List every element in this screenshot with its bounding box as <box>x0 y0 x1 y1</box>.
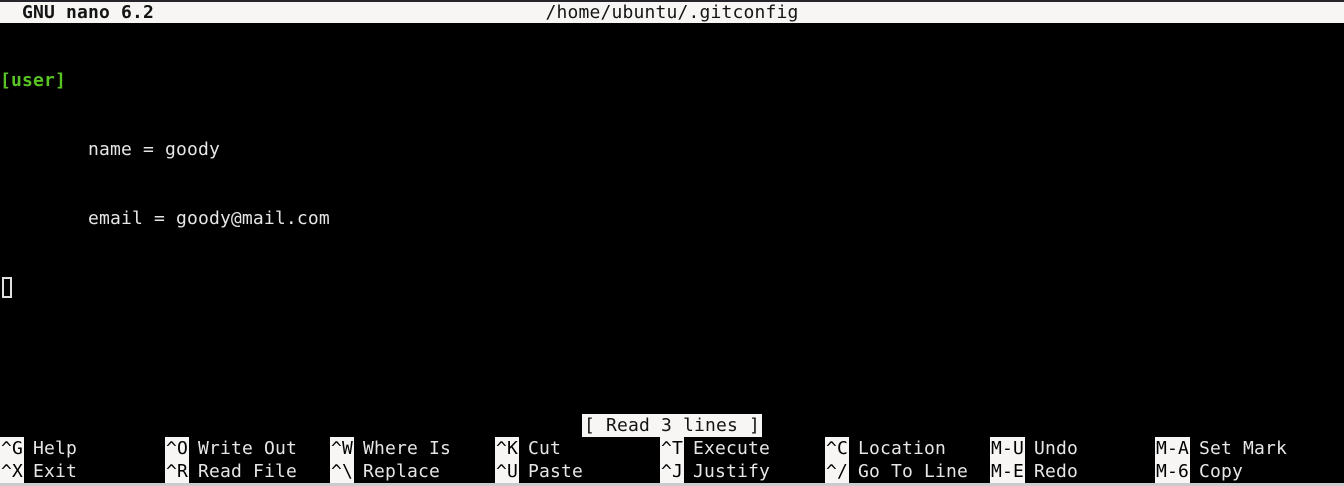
shortcut-label-exit: Exit <box>33 461 77 482</box>
shortcut-label-undo: Undo <box>1034 438 1078 459</box>
shortcut-replace[interactable]: ^\ Replace <box>330 460 495 483</box>
shortcut-justify[interactable]: ^J Justify <box>660 460 825 483</box>
editor-area[interactable]: [user] name = goody email = goody@mail.c… <box>0 23 1344 414</box>
shortcut-key-replace: ^\ <box>330 460 354 483</box>
shortcut-undo[interactable]: M-U Undo <box>990 437 1155 460</box>
editor-cursor-line <box>0 276 1344 299</box>
shortcut-label-justify: Justify <box>693 461 770 482</box>
shortcut-paste[interactable]: ^U Paste <box>495 460 660 483</box>
status-message: [ Read 3 lines ] <box>582 414 762 437</box>
shortcut-exit[interactable]: ^X Exit <box>0 460 165 483</box>
shortcut-key-go-to-line: ^/ <box>825 460 849 483</box>
editor-line-section: [user] <box>0 70 66 91</box>
shortcut-key-copy: M-6 <box>1155 460 1190 483</box>
shortcut-label-cut: Cut <box>528 438 561 459</box>
shortcut-key-location: ^C <box>825 437 849 460</box>
shortcut-key-paste: ^U <box>495 460 519 483</box>
shortcut-key-write-out: ^O <box>165 437 189 460</box>
shortcut-label-write-out: Write Out <box>198 438 297 459</box>
shortcut-key-exit: ^X <box>0 460 24 483</box>
shortcut-key-set-mark: M-A <box>1155 437 1190 460</box>
shortcut-label-redo: Redo <box>1034 461 1078 482</box>
nano-titlebar: GNU nano 6.2 /home/ubuntu/.gitconfig <box>0 0 1344 23</box>
shortcut-label-where-is: Where Is <box>363 438 451 459</box>
editor-line-name: name = goody <box>0 139 220 160</box>
shortcut-key-where-is: ^W <box>330 437 354 460</box>
file-path: /home/ubuntu/.gitconfig <box>545 2 799 23</box>
shortcut-location[interactable]: ^C Location <box>825 437 990 460</box>
shortcut-key-justify: ^J <box>660 460 684 483</box>
shortcut-label-go-to-line: Go To Line <box>858 461 968 482</box>
shortcut-go-to-line[interactable]: ^/ Go To Line <box>825 460 990 483</box>
shortcut-help[interactable]: ^G Help <box>0 437 165 460</box>
shortcut-row-2: ^X Exit ^R Read File ^\ Replace ^U Paste… <box>0 460 1344 483</box>
shortcut-label-location: Location <box>858 438 946 459</box>
shortcut-cut[interactable]: ^K Cut <box>495 437 660 460</box>
app-version-label: GNU nano 6.2 <box>22 2 154 23</box>
shortcut-write-out[interactable]: ^O Write Out <box>165 437 330 460</box>
shortcut-label-help: Help <box>33 438 77 459</box>
shortcut-copy[interactable]: M-6 Copy <box>1155 460 1320 483</box>
status-bar: [ Read 3 lines ] <box>0 414 1344 437</box>
shortcut-label-set-mark: Set Mark <box>1199 438 1287 459</box>
text-cursor <box>2 277 12 298</box>
shortcut-key-cut: ^K <box>495 437 519 460</box>
shortcut-set-mark[interactable]: M-A Set Mark <box>1155 437 1320 460</box>
shortcut-label-execute: Execute <box>693 438 770 459</box>
shortcut-read-file[interactable]: ^R Read File <box>165 460 330 483</box>
shortcut-execute[interactable]: ^T Execute <box>660 437 825 460</box>
shortcut-where-is[interactable]: ^W Where Is <box>330 437 495 460</box>
shortcut-key-help: ^G <box>0 437 24 460</box>
editor-line-email: email = goody@mail.com <box>0 208 330 229</box>
shortcut-key-redo: M-E <box>990 460 1025 483</box>
shortcut-key-execute: ^T <box>660 437 684 460</box>
shortcut-row-1: ^G Help ^O Write Out ^W Where Is ^K Cut … <box>0 437 1344 460</box>
shortcut-key-undo: M-U <box>990 437 1025 460</box>
shortcut-key-read-file: ^R <box>165 460 189 483</box>
shortcut-label-read-file: Read File <box>198 461 297 482</box>
shortcut-label-replace: Replace <box>363 461 440 482</box>
shortcut-label-copy: Copy <box>1199 461 1243 482</box>
shortcut-label-paste: Paste <box>528 461 583 482</box>
window-bottom-edge <box>0 483 1344 486</box>
shortcut-redo[interactable]: M-E Redo <box>990 460 1155 483</box>
